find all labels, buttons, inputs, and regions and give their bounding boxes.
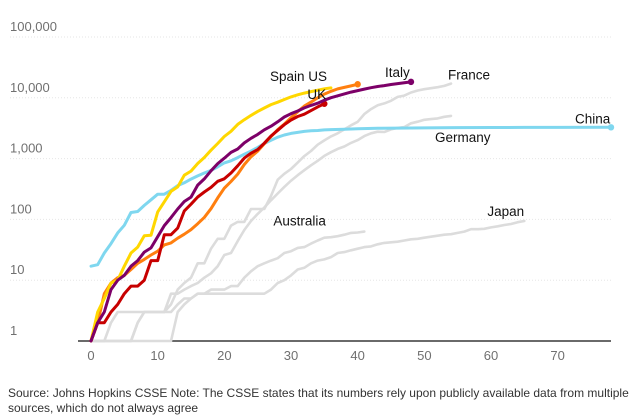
series-labels: China Italy Spain US UK Germany France Austral… [270,65,611,229]
series-label-australia: Australia [273,214,326,229]
x-tick-label: 70 [550,348,564,363]
x-tick-label: 10 [150,348,164,363]
series-label-uk: UK [307,87,326,102]
series-end-dot-italy [407,78,415,86]
series-label-germany: Germany [435,130,491,145]
series-end-dot-china [607,124,615,131]
y-tick-label: 100 [10,201,32,216]
x-tick-label: 40 [350,348,364,363]
series-label-china: China [575,111,611,126]
x-tick-label: 60 [484,348,498,363]
series-line-uk [89,102,326,343]
y-tick-label: 10,000 [10,80,50,95]
x-tick-label: 50 [417,348,431,363]
series-line-germany [89,114,453,343]
x-axis-tick-labels: 0 10 20 30 40 50 60 70 [87,348,565,363]
series-label-japan: Japan [487,204,524,219]
series-line-italy [89,80,413,343]
source-note: Source: Johns Hopkins CSSE Note: The CSS… [8,386,629,415]
series-end-dot-us [354,81,361,88]
x-tick-label: 30 [284,348,298,363]
series-label-spain-us: Spain US [270,69,327,84]
x-tick-label: 0 [87,348,94,363]
series-line-japan [89,219,526,343]
series-label-italy: Italy [385,65,410,80]
chart-area: 1 10 100 1,000 10,000 100,000 0 10 20 30 40 50 60 70… [10,19,615,363]
series-line-france [89,82,453,343]
y-tick-label: 1,000 [10,141,43,156]
series-line-us [89,82,360,343]
y-tick-label: 100,000 [10,19,57,34]
x-tick-label: 20 [217,348,231,363]
series-label-france: France [448,68,490,83]
y-tick-label: 1 [10,323,17,338]
y-axis-tick-labels: 1 10 100 1,000 10,000 100,000 [10,19,57,338]
y-tick-label: 10 [10,262,24,277]
series-line-china [89,125,613,268]
series-line-spain-us [89,86,333,343]
series-lines [89,78,615,343]
series-line-australia [89,230,366,343]
